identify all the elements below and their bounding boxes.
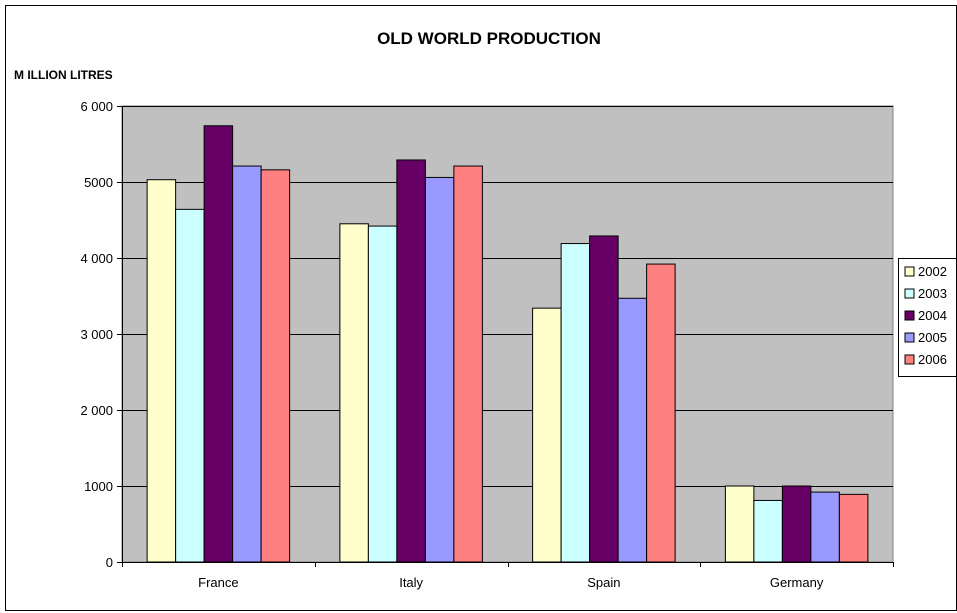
y-tick-label: 5000 — [84, 175, 113, 190]
legend-swatch-2002 — [904, 266, 915, 277]
legend-label-2003: 2003 — [918, 286, 947, 301]
y-tick-labels: 0 1000 2 000 3 000 4 000 5000 6 000 — [80, 99, 113, 570]
x-tick-label-france: France — [198, 575, 238, 590]
legend: 2002 2003 2004 2005 2006 — [898, 258, 957, 377]
bar-france-2006 — [260, 169, 291, 563]
bar-germany-2005 — [810, 491, 840, 563]
bar-france-2003 — [175, 208, 205, 563]
legend-swatch-2004 — [904, 310, 915, 321]
x-tick-label-germany: Germany — [770, 575, 824, 590]
bar-italy-2003 — [367, 225, 398, 563]
x-tick-labels: France Italy Spain Germany — [198, 575, 824, 590]
bar-italy-2005 — [424, 176, 455, 563]
bar-germany-2006 — [838, 493, 869, 563]
y-tick-label: 6 000 — [80, 99, 113, 114]
axes — [117, 106, 894, 567]
bar-italy-2006 — [453, 165, 483, 563]
bar-italy-2002 — [339, 223, 369, 563]
bars — [146, 125, 869, 563]
bar-spain-2002 — [532, 307, 562, 563]
x-tick-label-spain: Spain — [587, 575, 620, 590]
bar-spain-2004 — [589, 235, 619, 563]
bar-germany-2004 — [781, 485, 812, 563]
legend-swatch-2006 — [904, 354, 915, 365]
bar-france-2005 — [232, 165, 262, 563]
bar-spain-2006 — [646, 263, 676, 563]
y-tick-label: 2 000 — [80, 403, 113, 418]
legend-label-2005: 2005 — [918, 330, 947, 345]
x-tick-label-italy: Italy — [399, 575, 423, 590]
bar-germany-2003 — [753, 499, 783, 563]
bar-france-2004 — [203, 125, 234, 563]
legend-label-2002: 2002 — [918, 264, 947, 279]
y-tick-label: 3 000 — [80, 327, 113, 342]
legend-label-2004: 2004 — [918, 308, 947, 323]
bar-france-2002 — [146, 179, 177, 563]
bar-germany-2002 — [724, 485, 755, 563]
chart-title: OLD WORLD PRODUCTION — [377, 29, 601, 48]
y-axis-label: M ILLION LITRES — [14, 68, 113, 82]
y-tick-label: 4 000 — [80, 251, 113, 266]
y-tick-label: 1000 — [84, 479, 113, 494]
legend-swatch-2005 — [904, 332, 915, 343]
bar-spain-2005 — [617, 297, 648, 563]
bar-italy-2004 — [396, 159, 426, 563]
y-tick-label: 0 — [106, 555, 113, 570]
legend-swatch-2003 — [904, 288, 915, 299]
bar-spain-2003 — [560, 243, 591, 563]
legend-label-2006: 2006 — [918, 352, 947, 367]
